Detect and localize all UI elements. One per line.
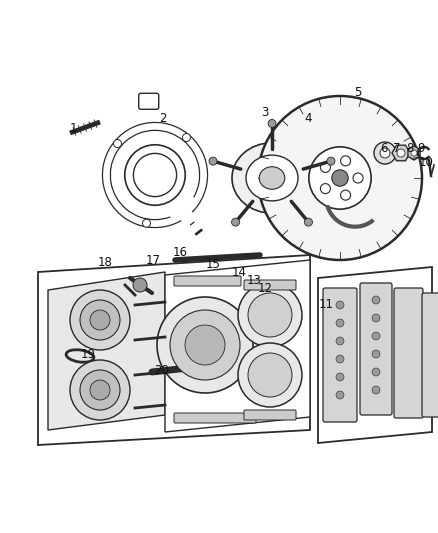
- Ellipse shape: [259, 167, 285, 189]
- Circle shape: [336, 319, 344, 327]
- Circle shape: [170, 310, 240, 380]
- Circle shape: [80, 300, 120, 340]
- Text: 5: 5: [354, 85, 362, 99]
- Ellipse shape: [246, 155, 298, 201]
- Text: 11: 11: [318, 298, 333, 311]
- Circle shape: [268, 119, 276, 127]
- FancyBboxPatch shape: [244, 410, 296, 420]
- Text: 12: 12: [258, 281, 272, 295]
- Text: 18: 18: [98, 255, 113, 269]
- Circle shape: [336, 391, 344, 399]
- Circle shape: [134, 154, 177, 197]
- Polygon shape: [165, 260, 310, 432]
- FancyBboxPatch shape: [394, 288, 423, 418]
- Text: 10: 10: [419, 157, 434, 169]
- Text: 9: 9: [417, 141, 425, 155]
- Text: 7: 7: [393, 141, 401, 155]
- Circle shape: [185, 325, 225, 365]
- Circle shape: [232, 218, 240, 226]
- Text: 14: 14: [232, 265, 247, 279]
- Circle shape: [238, 283, 302, 347]
- Circle shape: [321, 163, 330, 172]
- Circle shape: [397, 149, 405, 157]
- Ellipse shape: [232, 143, 312, 213]
- Circle shape: [372, 332, 380, 340]
- FancyBboxPatch shape: [360, 283, 392, 415]
- Text: 17: 17: [145, 254, 160, 266]
- Text: 20: 20: [155, 364, 170, 376]
- FancyBboxPatch shape: [323, 288, 357, 422]
- Circle shape: [411, 150, 417, 156]
- Circle shape: [336, 337, 344, 345]
- Circle shape: [309, 147, 371, 209]
- Circle shape: [90, 310, 110, 330]
- Text: 1: 1: [69, 122, 77, 134]
- Text: 8: 8: [406, 141, 413, 155]
- Circle shape: [353, 173, 363, 183]
- Circle shape: [372, 314, 380, 322]
- Text: 2: 2: [159, 111, 167, 125]
- Circle shape: [248, 293, 292, 337]
- FancyBboxPatch shape: [174, 413, 256, 423]
- Circle shape: [336, 301, 344, 309]
- Circle shape: [133, 278, 147, 292]
- Circle shape: [321, 183, 330, 193]
- Circle shape: [304, 218, 312, 226]
- Circle shape: [157, 297, 253, 393]
- Circle shape: [341, 156, 350, 166]
- Polygon shape: [318, 267, 432, 443]
- Text: 6: 6: [380, 141, 388, 155]
- Circle shape: [238, 343, 302, 407]
- Circle shape: [248, 353, 292, 397]
- Circle shape: [374, 142, 396, 164]
- Circle shape: [90, 380, 110, 400]
- FancyBboxPatch shape: [422, 293, 438, 417]
- Circle shape: [380, 148, 390, 158]
- Circle shape: [113, 140, 121, 148]
- Circle shape: [332, 170, 348, 186]
- FancyBboxPatch shape: [244, 280, 296, 290]
- Text: 19: 19: [81, 349, 95, 361]
- Circle shape: [70, 290, 130, 350]
- Text: 3: 3: [261, 106, 268, 118]
- Circle shape: [327, 157, 335, 165]
- Circle shape: [70, 360, 130, 420]
- Text: 13: 13: [247, 273, 261, 287]
- Polygon shape: [48, 272, 165, 430]
- Circle shape: [80, 370, 120, 410]
- Circle shape: [372, 296, 380, 304]
- Text: 15: 15: [205, 259, 220, 271]
- Circle shape: [209, 157, 217, 165]
- Text: 16: 16: [173, 246, 187, 259]
- Circle shape: [336, 355, 344, 363]
- FancyBboxPatch shape: [174, 276, 241, 286]
- Circle shape: [341, 190, 350, 200]
- Polygon shape: [38, 255, 310, 445]
- Circle shape: [258, 96, 422, 260]
- FancyBboxPatch shape: [139, 93, 159, 109]
- Circle shape: [372, 386, 380, 394]
- Circle shape: [372, 368, 380, 376]
- Circle shape: [142, 219, 151, 227]
- Circle shape: [336, 373, 344, 381]
- Circle shape: [183, 133, 191, 141]
- Circle shape: [372, 350, 380, 358]
- Text: 4: 4: [304, 111, 312, 125]
